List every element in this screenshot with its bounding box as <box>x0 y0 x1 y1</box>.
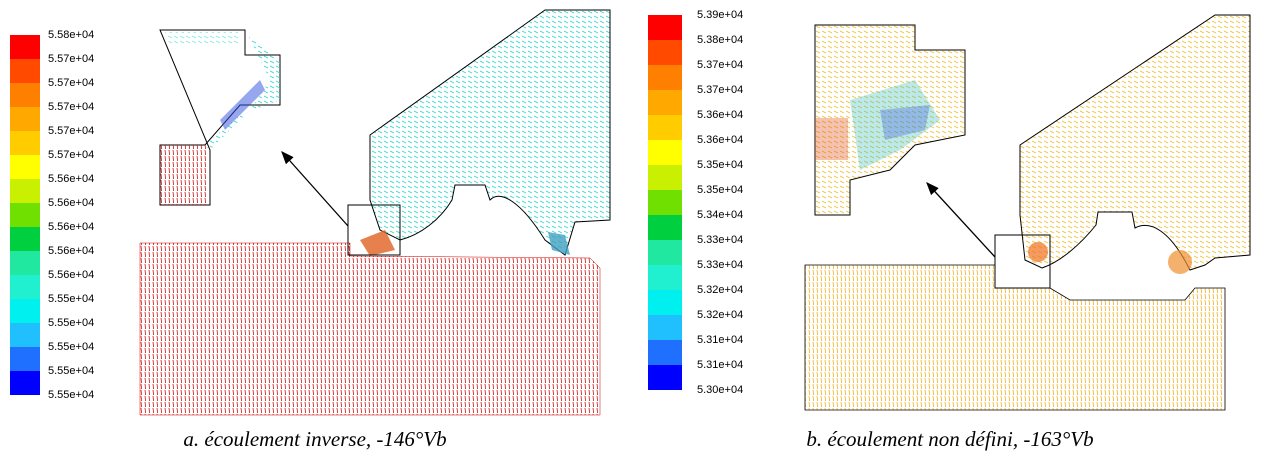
colorbar-label: 5.30e+04 <box>697 384 743 396</box>
colorbar-swatch <box>648 165 682 190</box>
colorbar-label: 5.38e+04 <box>697 34 743 46</box>
colorbar-label: 5.36e+04 <box>697 134 743 146</box>
colorbar-swatch <box>648 65 682 90</box>
colorbar-swatch <box>648 40 682 65</box>
colorbar-swatch <box>10 347 40 371</box>
colorbar-label: 5.35e+04 <box>697 184 743 196</box>
colorbar-swatch <box>648 365 682 390</box>
colorbar-swatch <box>10 299 40 323</box>
colorbar-label: 5.55e+04 <box>48 365 94 377</box>
colorbar-label: 5.56e+04 <box>48 221 94 233</box>
colorbar-label: 5.32e+04 <box>697 284 743 296</box>
colorbar-label: 5.34e+04 <box>697 209 743 221</box>
colorbar-label: 5.56e+04 <box>48 197 94 209</box>
colorbar-label: 5.57e+04 <box>48 125 94 137</box>
colorbar-swatch <box>648 115 682 140</box>
colorbar-label: 5.58e+04 <box>48 29 94 41</box>
colorbar-label: 5.55e+04 <box>48 389 94 401</box>
colorbar-swatch <box>10 107 40 131</box>
colorbar-label: 5.56e+04 <box>48 269 94 281</box>
colorbar-swatch <box>10 155 40 179</box>
inset-b <box>814 24 966 216</box>
colorbar-swatch <box>648 340 682 365</box>
colorbar-swatch <box>648 215 682 240</box>
colorbar-label: 5.31e+04 <box>697 334 743 346</box>
vector-plot-a <box>139 9 611 416</box>
colorbar-label: 5.56e+04 <box>48 245 94 257</box>
colorbar-swatch <box>10 59 40 83</box>
colorbar-swatch <box>648 190 682 215</box>
colorbar-label: 5.56e+04 <box>48 173 94 185</box>
colorbar-swatch <box>10 227 40 251</box>
colorbar-label: 5.39e+04 <box>697 9 743 21</box>
colorbar-label: 5.31e+04 <box>697 359 743 371</box>
colorbar-swatch <box>10 251 40 275</box>
colorbar-label: 5.35e+04 <box>697 159 743 171</box>
colorbar-swatch <box>648 265 682 290</box>
colorbar-swatch <box>10 323 40 347</box>
colorbar-swatch <box>10 179 40 203</box>
colorbar-label: 5.55e+04 <box>48 317 94 329</box>
colorbar-swatch <box>10 203 40 227</box>
colorbar-swatch <box>648 315 682 340</box>
colorbar-swatch <box>10 131 40 155</box>
colorbar-label: 5.32e+04 <box>697 309 743 321</box>
colorbar-label: 5.55e+04 <box>48 341 94 353</box>
colorbar-swatch <box>648 240 682 265</box>
caption-a: a. écoulement inverse, -146°Vb <box>183 427 446 451</box>
colorbar-label: 5.37e+04 <box>697 84 743 96</box>
colorbar-label: 5.33e+04 <box>697 234 743 246</box>
inset-a <box>159 29 281 206</box>
caption-b: b. écoulement non défini, -163°Vb <box>806 427 1093 451</box>
colorbar-swatch <box>10 275 40 299</box>
colorbar-swatch <box>10 371 40 395</box>
colorbar-label: 5.57e+04 <box>48 77 94 89</box>
colorbar-label: 5.36e+04 <box>697 109 743 121</box>
colorbar-swatch <box>648 140 682 165</box>
colorbar-label: 5.55e+04 <box>48 293 94 305</box>
colorbar-swatch <box>648 15 682 40</box>
vector-plot-b <box>804 14 1251 411</box>
colorbar-label: 5.37e+04 <box>697 59 743 71</box>
colorbar-swatch <box>648 90 682 115</box>
colorbar-swatch <box>648 290 682 315</box>
colorbar-label: 5.57e+04 <box>48 101 94 113</box>
colorbar-label: 5.57e+04 <box>48 53 94 65</box>
colorbar-swatch <box>10 35 40 59</box>
colorbar-label: 5.33e+04 <box>697 259 743 271</box>
colorbar-swatch <box>10 83 40 107</box>
colorbar-label: 5.57e+04 <box>48 149 94 161</box>
